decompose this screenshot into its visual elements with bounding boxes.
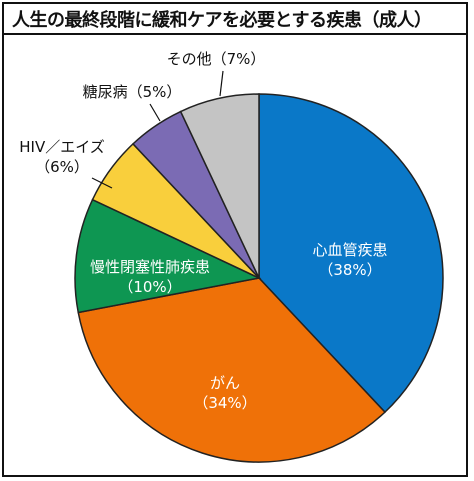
pie-slice <box>179 93 260 279</box>
slice-name-label: 慢性閉塞性肺疾患 <box>90 258 210 276</box>
slice-name-label: HIV／エイズ <box>19 138 105 156</box>
slice-percent-label: （10%） <box>118 278 181 296</box>
slice-percent-label: （5%） <box>128 83 182 101</box>
chart-title: 人生の最終段階に緩和ケアを必要とする疾患（成人） <box>4 4 466 35</box>
slice-percent-label: （6%） <box>35 158 89 176</box>
leader-line <box>219 70 224 97</box>
slice-label: その他（7%） <box>167 50 266 68</box>
slice-percent-label: （7%） <box>212 50 266 68</box>
pie-slice <box>74 198 262 314</box>
leader-line <box>91 177 113 189</box>
slice-label: 糖尿病（5%） <box>83 83 182 101</box>
leader-line <box>149 103 161 122</box>
pie-slice <box>77 277 387 463</box>
slice-name-label: 心血管疾患 <box>312 241 387 259</box>
slice-name-label: 糖尿病 <box>83 83 128 101</box>
slice-percent-label: （34%） <box>193 394 256 412</box>
slice-name-label: その他 <box>167 50 212 68</box>
slice-name-label: がん <box>210 374 240 392</box>
pie-slice <box>258 93 444 414</box>
slice-percent-label: （38%） <box>318 261 381 279</box>
